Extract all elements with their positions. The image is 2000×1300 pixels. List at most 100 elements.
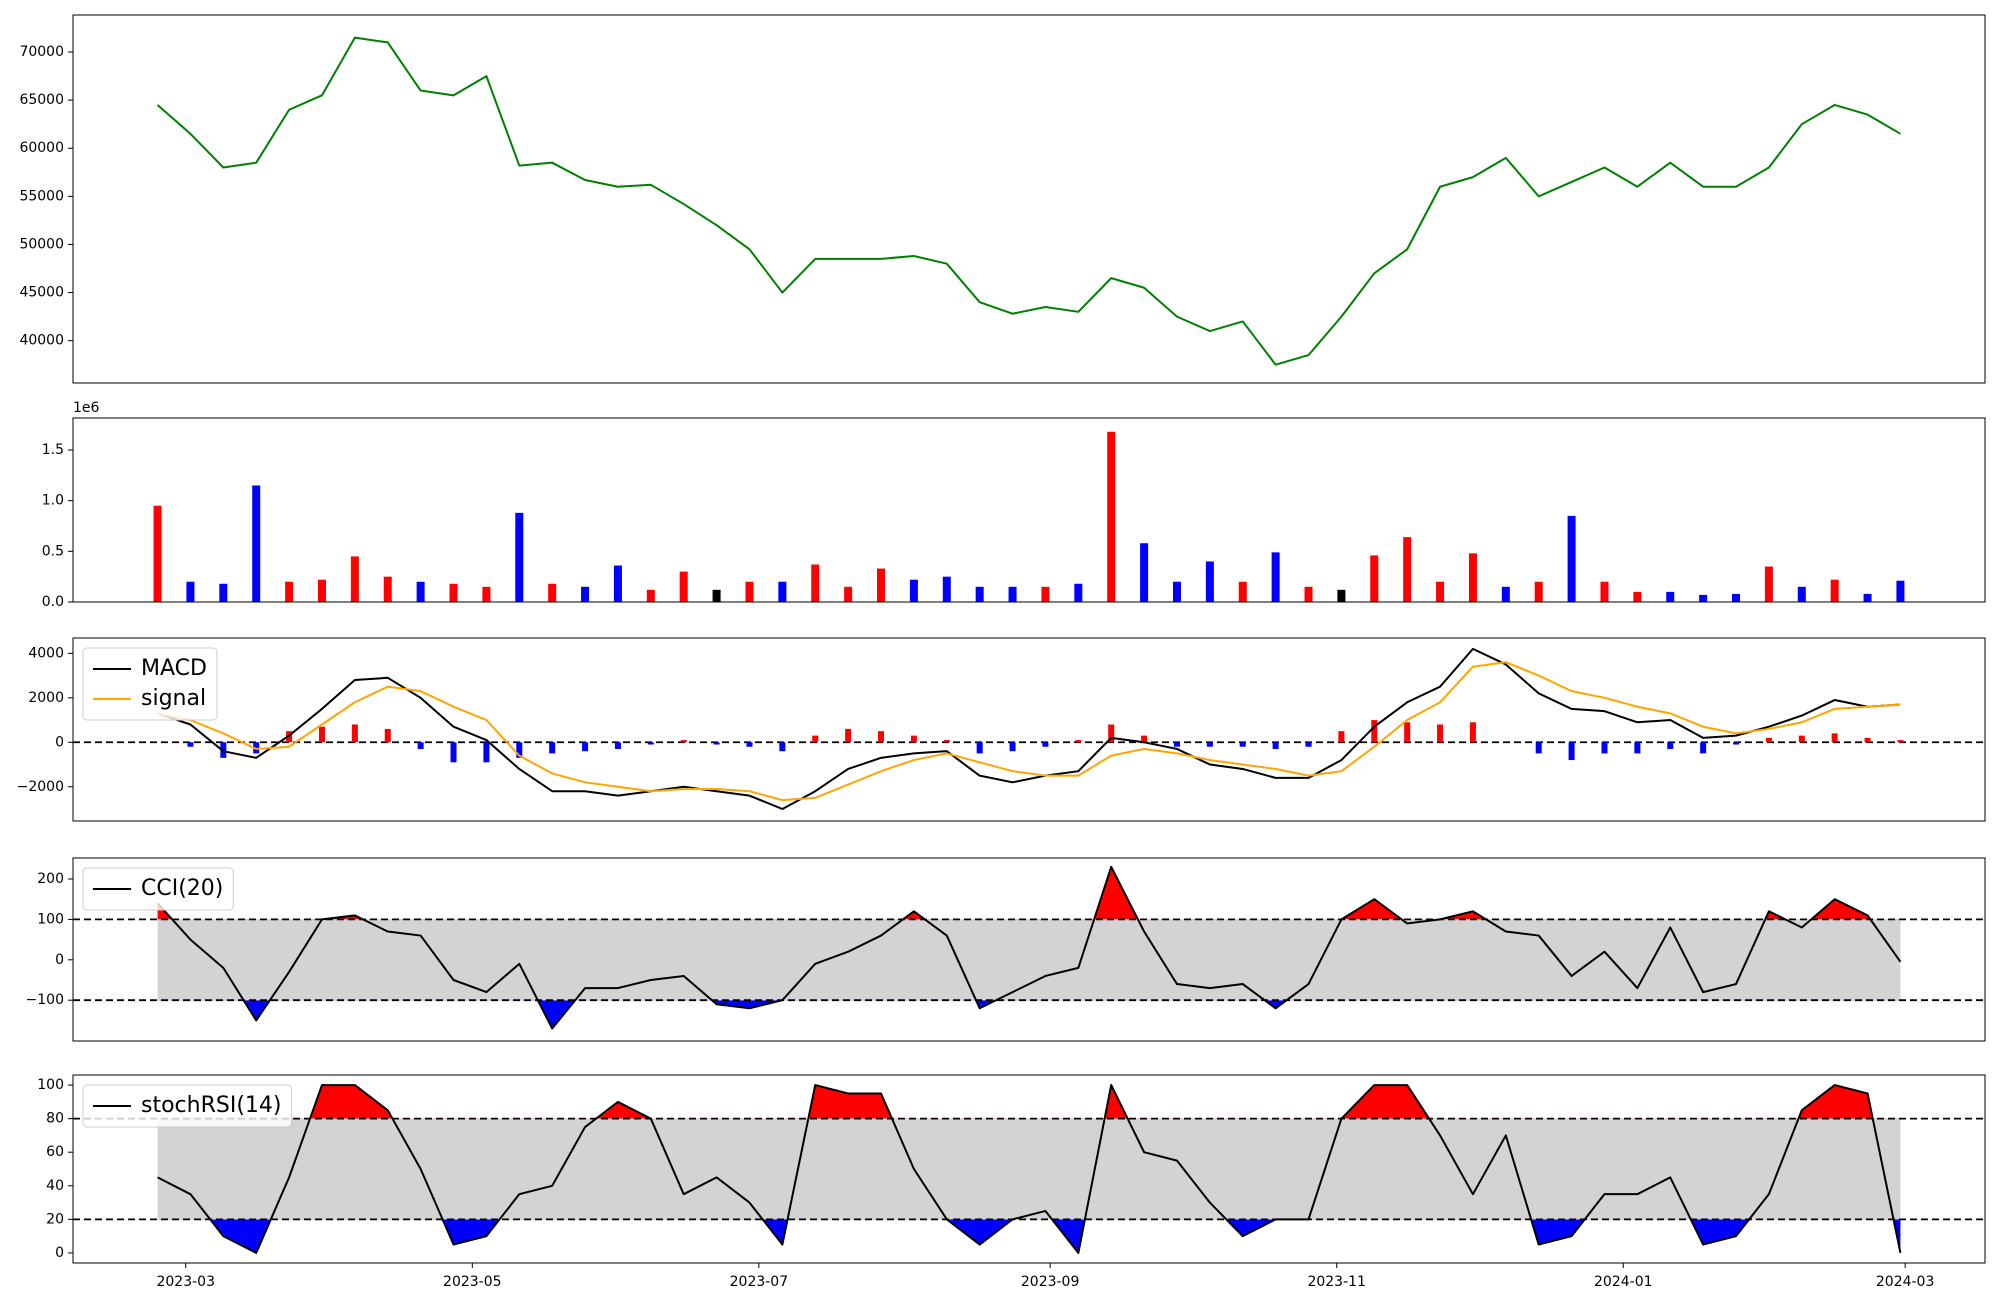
y-tick-label: 200	[37, 871, 64, 887]
histogram-bar	[1108, 724, 1115, 743]
legend-label: signal	[141, 686, 206, 711]
volume-bar	[1370, 555, 1379, 602]
histogram-bar	[845, 728, 852, 743]
volume-bar	[909, 579, 918, 602]
volume-bar	[1896, 580, 1905, 602]
volume-bar	[1863, 593, 1872, 602]
histogram-bar	[1042, 742, 1049, 747]
volume-bar	[1172, 581, 1181, 602]
histogram-bar	[483, 742, 490, 763]
volume-bar	[449, 583, 458, 602]
histogram-bar	[1667, 742, 1674, 749]
volume-bar	[1140, 543, 1149, 602]
y-tick-label: 70000	[19, 44, 64, 60]
histogram-bar	[384, 728, 391, 743]
histogram-bar	[1239, 742, 1246, 747]
histogram-bar	[549, 742, 556, 754]
volume-bar	[482, 586, 491, 602]
volume-bar	[712, 589, 721, 602]
x-tick-label: 2024-03	[1876, 1274, 1935, 1290]
histogram-bar	[1469, 722, 1476, 743]
volume-bar	[1764, 566, 1773, 602]
series-line	[156, 865, 1902, 1030]
histogram-bar	[1733, 742, 1740, 745]
volume-bar	[1468, 553, 1477, 602]
histogram-bar	[713, 742, 720, 745]
histogram-bar	[1601, 742, 1608, 754]
y-tick-label: −2000	[17, 779, 64, 795]
volume-bar	[153, 505, 162, 602]
overbought-fill	[157, 1085, 1901, 1119]
histogram-bar	[680, 740, 687, 743]
y-tick-label: 65000	[19, 92, 64, 108]
volume-bar	[186, 581, 195, 602]
series-line	[157, 647, 1901, 810]
histogram-bar	[1798, 735, 1805, 743]
histogram-bar	[318, 726, 325, 743]
legend-box	[82, 647, 218, 721]
volume-bar	[548, 583, 557, 602]
y-tick-label: 0.0	[42, 594, 64, 610]
volume-bar	[1666, 591, 1675, 602]
histogram-bar	[943, 740, 950, 743]
legend-label: CCI(20)	[141, 876, 223, 901]
volume-bar	[1699, 594, 1708, 602]
volume-bar	[811, 564, 820, 602]
volume-bar	[285, 581, 294, 602]
x-tick-label: 2023-11	[1307, 1274, 1366, 1290]
histogram-bar	[910, 735, 917, 743]
histogram-bar	[1338, 731, 1345, 743]
histogram-bar	[582, 742, 589, 752]
histogram-bar	[1437, 724, 1444, 743]
histogram-bar	[1206, 742, 1213, 747]
volume-bar	[219, 583, 228, 602]
histogram-bar	[1305, 742, 1312, 747]
volume-bar	[646, 589, 655, 602]
y-tick-label: 40000	[19, 333, 64, 349]
axes-frame	[72, 637, 1986, 822]
volume-bar	[1403, 537, 1412, 602]
volume-bar	[745, 581, 754, 602]
volume-bar	[613, 565, 622, 602]
band-fill	[157, 919, 1901, 1001]
volume-bar	[679, 571, 688, 602]
histogram-bar	[1371, 720, 1378, 743]
volume-bar	[1436, 581, 1445, 602]
y-tick-label: 80	[46, 1111, 64, 1127]
axes-frame	[72, 857, 1986, 1042]
x-tick-label: 2024-01	[1594, 1274, 1653, 1290]
volume-bar	[975, 586, 984, 602]
series-line	[156, 36, 1901, 366]
histogram-bar	[417, 742, 424, 749]
volume-bar	[844, 586, 853, 602]
volume-bar	[1830, 579, 1839, 602]
legend-label: MACD	[141, 656, 207, 681]
plot-area	[73, 647, 1985, 810]
y-tick-label: 45000	[19, 285, 64, 301]
volume-bar	[1534, 581, 1543, 602]
volume-bar	[1337, 589, 1346, 602]
histogram-bar	[746, 742, 753, 747]
histogram-bar	[1141, 735, 1148, 743]
y-tick-label: 0	[55, 1245, 64, 1261]
histogram-bar	[614, 742, 621, 749]
axes-frame	[72, 14, 1986, 384]
histogram-bar	[779, 742, 786, 752]
volume-bar	[252, 485, 261, 602]
volume-bar	[416, 581, 425, 602]
histogram-bar	[1272, 742, 1279, 749]
x-tick-label: 2023-03	[156, 1274, 215, 1290]
histogram-bar	[450, 742, 457, 763]
histogram-bar	[1831, 733, 1838, 743]
band-fill	[157, 1118, 1901, 1220]
y-tick-label: 50000	[19, 236, 64, 252]
histogram-bar	[253, 742, 260, 754]
volume-bar	[1107, 431, 1116, 602]
volume-bar	[350, 556, 359, 602]
volume-bar	[1238, 581, 1247, 602]
histogram-bar	[1009, 742, 1016, 752]
y-tick-label: 55000	[19, 188, 64, 204]
y-tick-label: 4000	[28, 645, 64, 661]
y-tick-label: 0	[55, 734, 64, 750]
